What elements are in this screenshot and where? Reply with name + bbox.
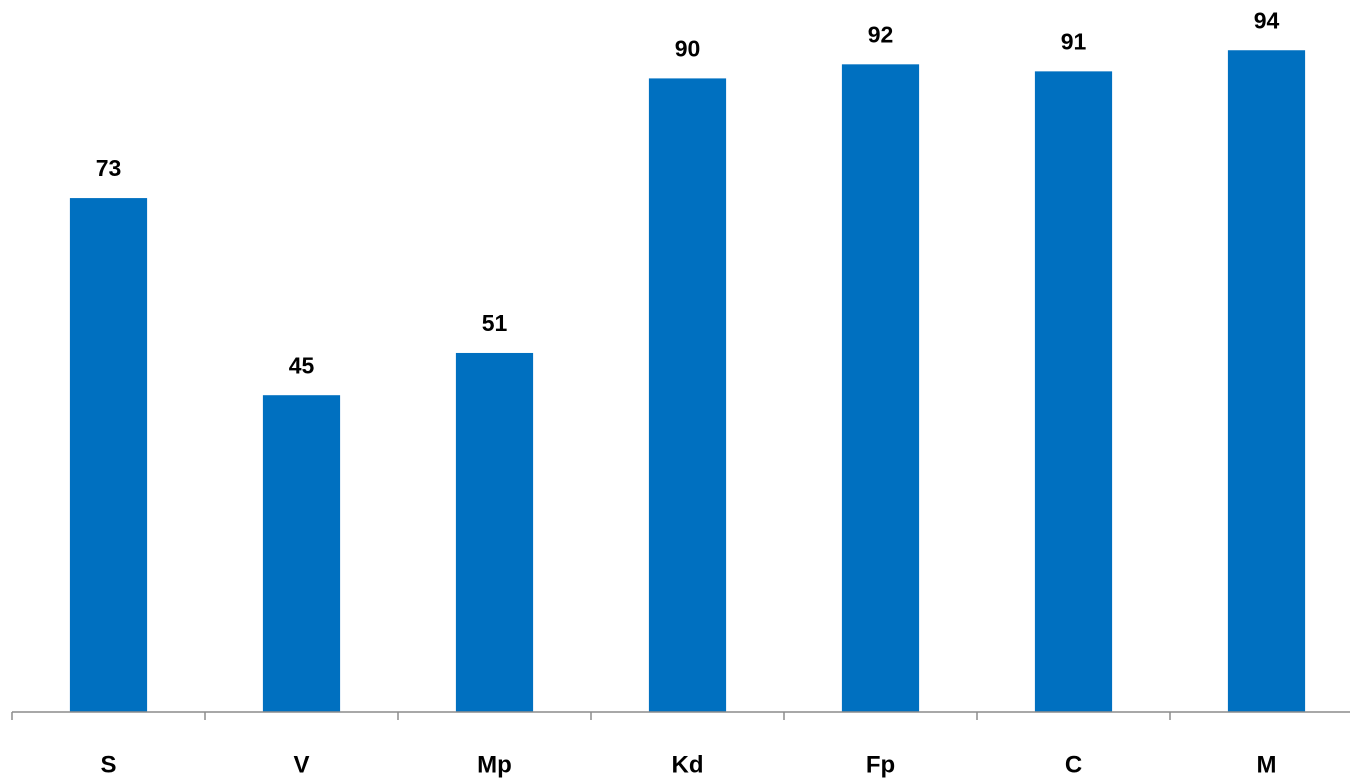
bar [262, 395, 341, 712]
data-label: 45 [289, 352, 315, 378]
x-tick-label: Kd [672, 751, 704, 778]
x-tick-label: Fp [866, 751, 895, 778]
x-tick-label: Mp [477, 751, 512, 778]
x-tick-label: C [1065, 751, 1082, 778]
bar [648, 78, 727, 712]
bar [1034, 71, 1113, 713]
bar [1227, 50, 1306, 713]
data-label: 92 [868, 21, 894, 47]
bar [455, 352, 534, 712]
data-label: 90 [675, 35, 701, 61]
bar [69, 198, 148, 712]
x-tick-label: S [100, 751, 116, 778]
bar [841, 64, 920, 712]
data-label: 73 [96, 155, 122, 181]
data-label: 51 [482, 310, 508, 336]
x-tick-label: V [293, 751, 309, 778]
data-label: 94 [1254, 7, 1280, 33]
data-label: 91 [1061, 28, 1087, 54]
x-tick-label: M [1257, 751, 1277, 778]
